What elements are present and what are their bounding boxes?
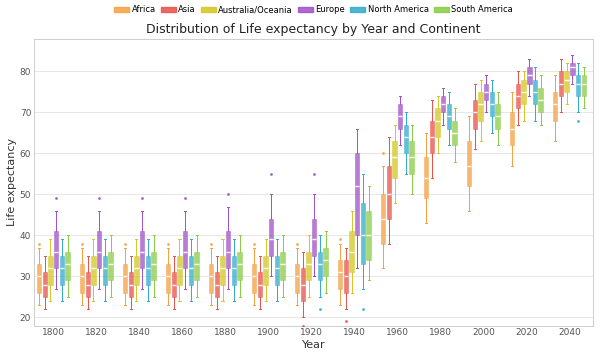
Bar bbox=[177, 256, 182, 285]
Bar bbox=[349, 231, 354, 272]
Bar bbox=[109, 252, 113, 280]
Bar bbox=[323, 248, 328, 276]
Bar bbox=[123, 264, 127, 293]
Bar bbox=[134, 256, 139, 285]
Bar bbox=[37, 264, 41, 293]
Bar bbox=[441, 96, 445, 112]
Bar bbox=[238, 252, 242, 280]
Bar bbox=[146, 256, 150, 285]
Bar bbox=[301, 268, 305, 301]
Bar bbox=[97, 231, 101, 268]
Bar bbox=[215, 272, 219, 297]
Bar bbox=[496, 104, 500, 129]
Bar bbox=[312, 219, 316, 256]
Bar bbox=[565, 71, 569, 92]
Bar bbox=[478, 92, 483, 121]
Title: Distribution of Life expectancy by Year and Continent: Distribution of Life expectancy by Year … bbox=[146, 23, 481, 36]
Bar bbox=[91, 256, 96, 285]
Bar bbox=[280, 252, 285, 280]
Bar bbox=[128, 272, 133, 297]
Bar bbox=[409, 141, 414, 174]
Bar bbox=[361, 202, 365, 264]
Bar bbox=[424, 157, 428, 198]
Bar bbox=[338, 260, 342, 288]
Bar bbox=[452, 121, 457, 145]
Bar bbox=[521, 80, 526, 104]
Bar bbox=[355, 153, 359, 235]
Bar bbox=[430, 121, 434, 153]
Bar bbox=[404, 125, 408, 153]
Bar bbox=[65, 252, 70, 280]
Bar bbox=[576, 75, 580, 96]
Bar bbox=[318, 252, 322, 280]
Bar bbox=[140, 231, 145, 268]
Bar bbox=[194, 252, 199, 280]
Bar bbox=[467, 141, 471, 186]
Bar bbox=[257, 272, 262, 297]
Bar bbox=[386, 166, 391, 219]
Bar bbox=[232, 256, 236, 285]
Bar bbox=[553, 92, 557, 121]
Bar bbox=[54, 231, 58, 268]
Bar bbox=[43, 272, 47, 297]
X-axis label: Year: Year bbox=[302, 340, 325, 350]
Bar bbox=[275, 256, 279, 285]
Bar bbox=[570, 63, 575, 75]
Bar bbox=[226, 231, 230, 268]
Bar bbox=[344, 260, 348, 293]
Bar bbox=[172, 272, 176, 297]
Bar bbox=[484, 84, 488, 100]
Bar bbox=[490, 92, 494, 116]
Y-axis label: Life expectancy: Life expectancy bbox=[7, 138, 17, 226]
Bar bbox=[559, 71, 563, 96]
Bar bbox=[435, 108, 440, 137]
Bar bbox=[48, 256, 53, 285]
Bar bbox=[538, 88, 543, 112]
Bar bbox=[269, 219, 274, 256]
Bar bbox=[533, 80, 537, 104]
Bar bbox=[209, 264, 213, 293]
Bar bbox=[80, 264, 84, 293]
Bar bbox=[252, 264, 256, 293]
Bar bbox=[60, 256, 64, 285]
Bar bbox=[103, 256, 107, 285]
Bar bbox=[306, 252, 311, 280]
Bar bbox=[381, 194, 385, 243]
Bar bbox=[515, 84, 520, 108]
Legend: Africa, Asia, Australia/Oceania, Europe, North America, South America: Africa, Asia, Australia/Oceania, Europe,… bbox=[114, 5, 513, 14]
Bar bbox=[189, 256, 193, 285]
Bar bbox=[151, 252, 156, 280]
Bar bbox=[367, 211, 371, 260]
Bar bbox=[510, 112, 514, 145]
Bar bbox=[263, 256, 268, 285]
Bar bbox=[183, 231, 187, 268]
Bar bbox=[527, 67, 532, 84]
Bar bbox=[392, 141, 397, 178]
Bar bbox=[220, 256, 225, 285]
Bar bbox=[295, 264, 299, 293]
Bar bbox=[166, 264, 170, 293]
Bar bbox=[447, 104, 451, 129]
Bar bbox=[86, 272, 90, 297]
Bar bbox=[581, 75, 586, 96]
Bar bbox=[398, 104, 403, 129]
Bar bbox=[473, 100, 477, 129]
